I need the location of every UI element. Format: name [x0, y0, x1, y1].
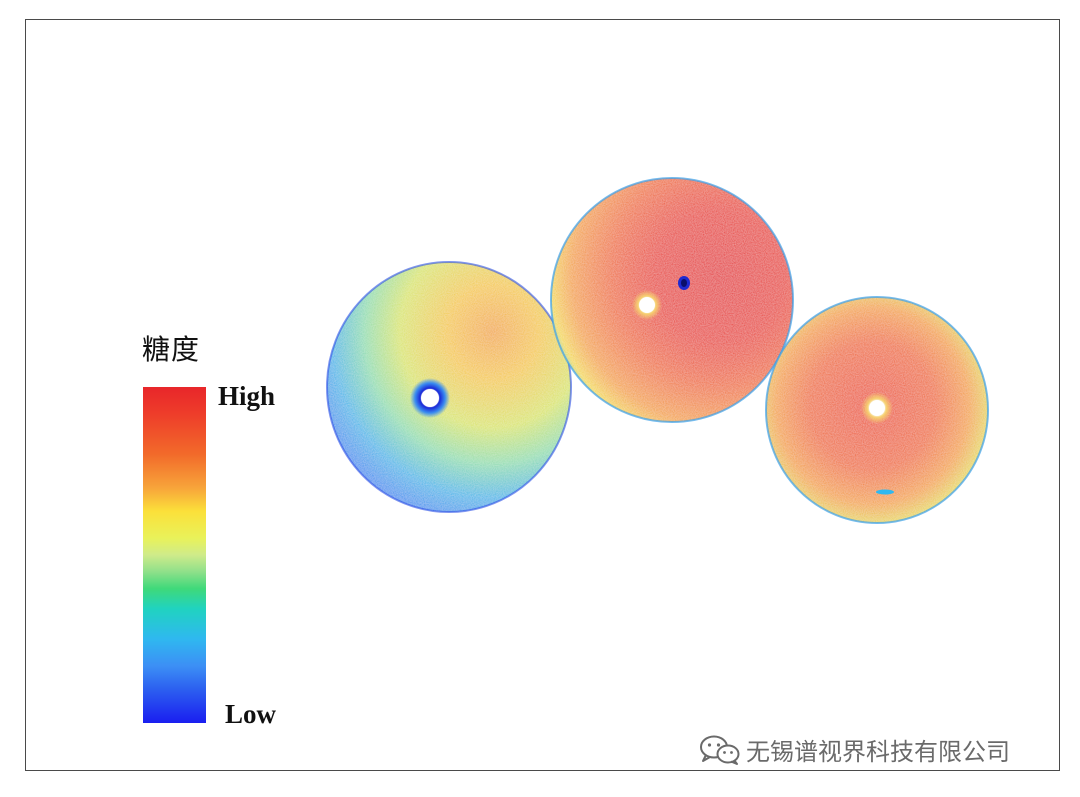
- fruit-right: [765, 296, 989, 524]
- wechat-icon: [698, 734, 742, 766]
- fruit-middle: [550, 177, 794, 423]
- fruit-left: [326, 261, 572, 513]
- watermark-text: 无锡谱视界科技有限公司: [746, 738, 1010, 766]
- legend-title: 糖度: [142, 333, 201, 366]
- legend-high-label: High: [218, 381, 276, 411]
- colorbar: [143, 387, 206, 723]
- watermark: 无锡谱视界科技有限公司: [698, 732, 1010, 767]
- legend-low-label: Low: [225, 699, 277, 729]
